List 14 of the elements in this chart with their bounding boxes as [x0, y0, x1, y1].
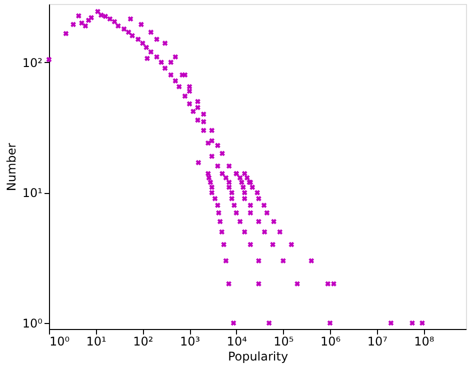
x-tick-label: 10⁷: [367, 334, 388, 348]
y-axis-title: Number: [4, 142, 18, 192]
x-tick-label: 10⁶: [320, 334, 341, 348]
x-tick-label: 10³: [180, 334, 200, 348]
x-axis-title: Popularity: [228, 350, 288, 364]
y-tick-label: 10⁰: [22, 316, 43, 331]
y-tick-label: 10¹: [22, 186, 43, 200]
y-tick-label: 10²: [22, 56, 43, 70]
x-tick-label: 10⁵: [274, 334, 294, 348]
x-tick-label: 10⁰: [50, 334, 70, 348]
x-tick-label: 10¹: [86, 334, 107, 348]
x-tick-label: 10²: [133, 334, 154, 348]
x-tick-label: 10⁸: [414, 334, 434, 348]
x-tick-label: 10⁴: [226, 334, 248, 348]
